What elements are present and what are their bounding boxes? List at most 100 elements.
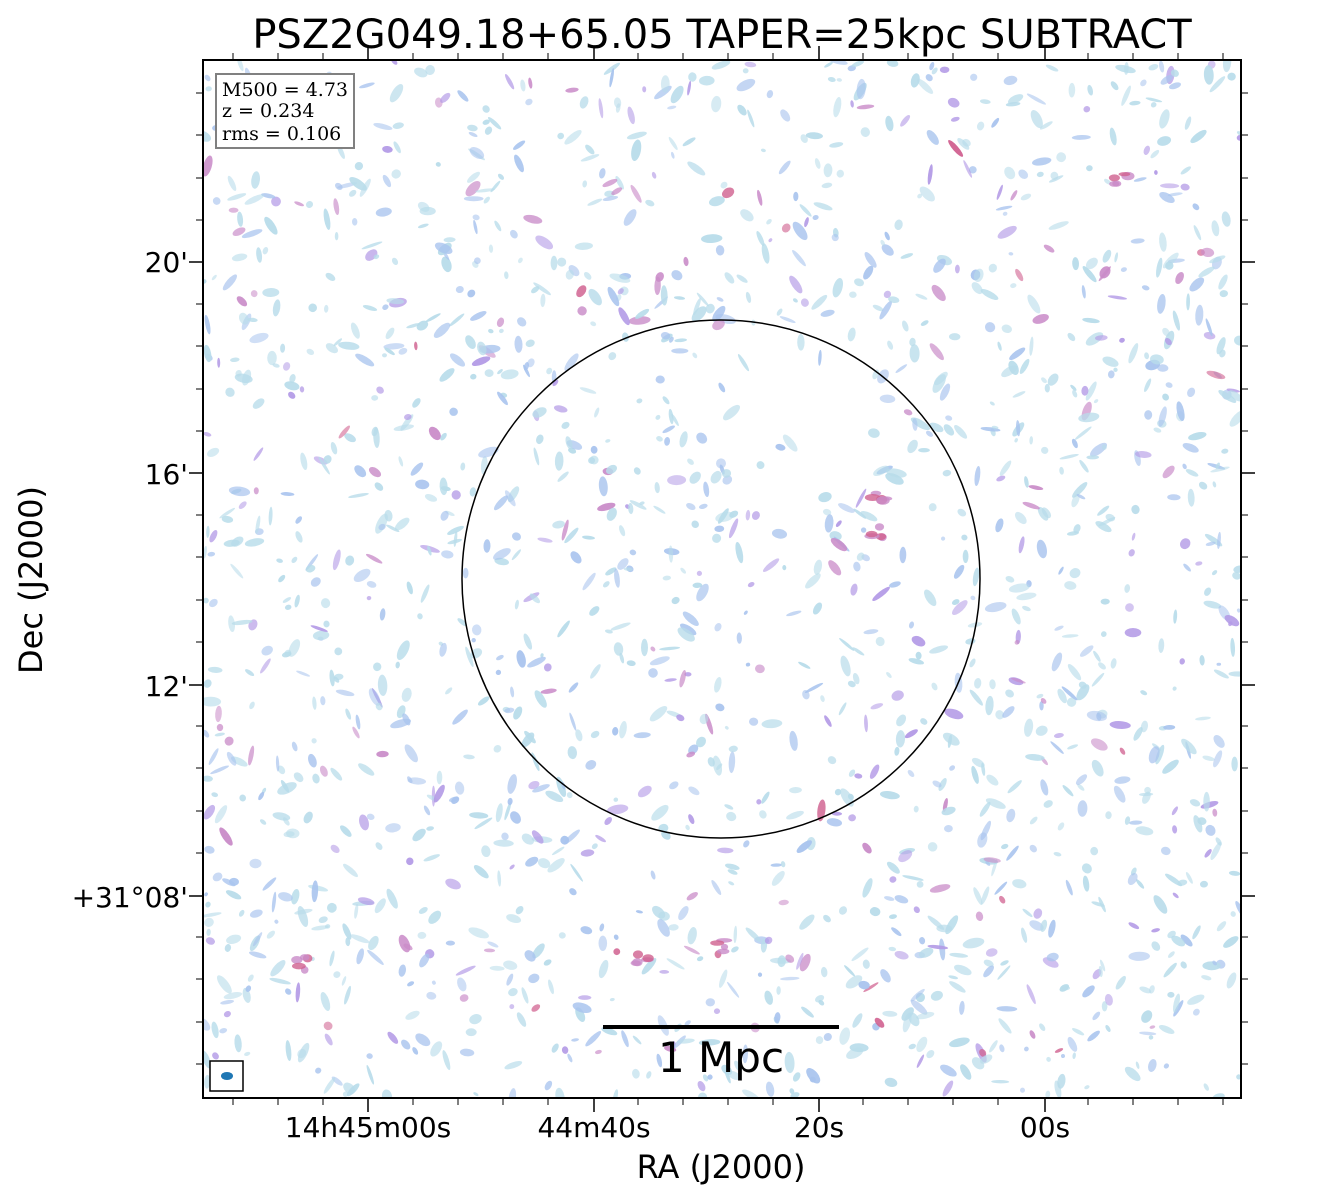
noise-blob (470, 373, 477, 380)
noise-blob (1100, 959, 1106, 972)
noise-blob (1158, 638, 1165, 653)
noise-blob (467, 124, 478, 132)
noise-blob (727, 1070, 741, 1081)
noise-blob (1082, 265, 1097, 283)
noise-blob (598, 98, 604, 119)
noise-blob (1236, 608, 1241, 613)
noise-blob (928, 503, 937, 512)
noise-blob (207, 666, 223, 673)
noise-blob (1113, 367, 1118, 372)
noise-blob (373, 123, 393, 130)
noise-blob (556, 776, 567, 797)
noise-blob (1029, 844, 1037, 853)
noise-blob (203, 545, 207, 559)
y-axis-label: Dec (J2000) (12, 486, 50, 674)
noise-blob (679, 670, 687, 688)
noise-blob (701, 234, 723, 244)
noise-blob (1045, 1090, 1051, 1098)
noise-blob (598, 935, 608, 951)
noise-blob (320, 598, 331, 609)
x-tick-label: 20s (794, 1111, 844, 1144)
noise-blob (609, 273, 631, 283)
noise-blob (497, 369, 503, 375)
noise-blob (553, 405, 568, 413)
noise-blob (1187, 488, 1195, 507)
noise-blob (203, 729, 210, 738)
info-redshift: z = 0.234 (222, 100, 314, 122)
noise-blob (392, 122, 404, 129)
noise-blob (682, 611, 699, 627)
noise-blob (696, 432, 708, 444)
noise-blob (852, 672, 860, 685)
noise-blob (333, 971, 341, 978)
noise-blob (851, 60, 865, 67)
noise-blob (1029, 920, 1044, 931)
noise-blob (925, 430, 934, 437)
noise-blob (724, 725, 729, 730)
noise-blob (1081, 863, 1092, 874)
noise-blob (1010, 190, 1018, 201)
noise-blob (742, 1089, 760, 1098)
noise-blob (426, 991, 437, 1000)
noise-blob (1226, 388, 1241, 393)
noise-blob (219, 507, 236, 519)
noise-knot (865, 530, 878, 538)
noise-blob (375, 207, 392, 217)
noise-blob (989, 679, 996, 690)
noise-blob (655, 375, 665, 384)
r500-circle (461, 319, 981, 839)
noise-blob (619, 721, 627, 739)
noise-blob (504, 74, 515, 90)
noise-blob (1041, 507, 1052, 519)
noise-blob (232, 227, 246, 237)
noise-blob (797, 334, 805, 351)
noise-blob (467, 289, 476, 298)
noise-blob (288, 391, 296, 399)
noise-blob (1022, 605, 1031, 612)
noise-blob (1163, 724, 1176, 730)
noise-blob (1129, 100, 1141, 106)
noise-blob (423, 854, 440, 862)
noise-blob (939, 938, 946, 961)
noise-blob (1059, 453, 1079, 460)
noise-blob (1083, 106, 1091, 113)
noise-blob (1232, 571, 1241, 580)
noise-blob (1002, 706, 1015, 718)
noise-blob (203, 279, 207, 284)
noise-blob (253, 447, 264, 461)
noise-knot (1118, 172, 1131, 177)
noise-blob (449, 313, 465, 327)
noise-blob (564, 527, 579, 544)
noise-blob (323, 1077, 336, 1094)
noise-blob (439, 368, 455, 382)
noise-blob (575, 729, 583, 742)
noise-blob (1155, 744, 1165, 765)
noise-blob (338, 425, 350, 439)
noise-blob (368, 467, 382, 478)
noise-blob (1087, 84, 1094, 96)
noise-blob (212, 872, 223, 882)
noise-blob (1189, 277, 1205, 292)
noise-blob (533, 282, 551, 296)
noise-blob (342, 923, 352, 940)
noise-blob (737, 104, 747, 116)
noise-blob (826, 818, 843, 827)
noise-blob (471, 637, 476, 643)
noise-blob (1195, 561, 1203, 566)
noise-blob (585, 1031, 602, 1047)
noise-blob (691, 306, 707, 322)
noise-blob (729, 518, 739, 539)
noise-blob (1186, 293, 1191, 311)
noise-blob (728, 745, 738, 753)
noise-blob (851, 947, 869, 962)
noise-knot (291, 956, 303, 964)
noise-blob (469, 1014, 482, 1025)
noise-blob (1041, 377, 1047, 384)
noise-blob (619, 652, 625, 664)
noise-blob (989, 1040, 998, 1053)
noise-blob (405, 1010, 420, 1020)
noise-blob (651, 804, 669, 821)
noise-blob (894, 219, 903, 231)
noise-blob (621, 1030, 629, 1048)
noise-blob (883, 290, 892, 299)
